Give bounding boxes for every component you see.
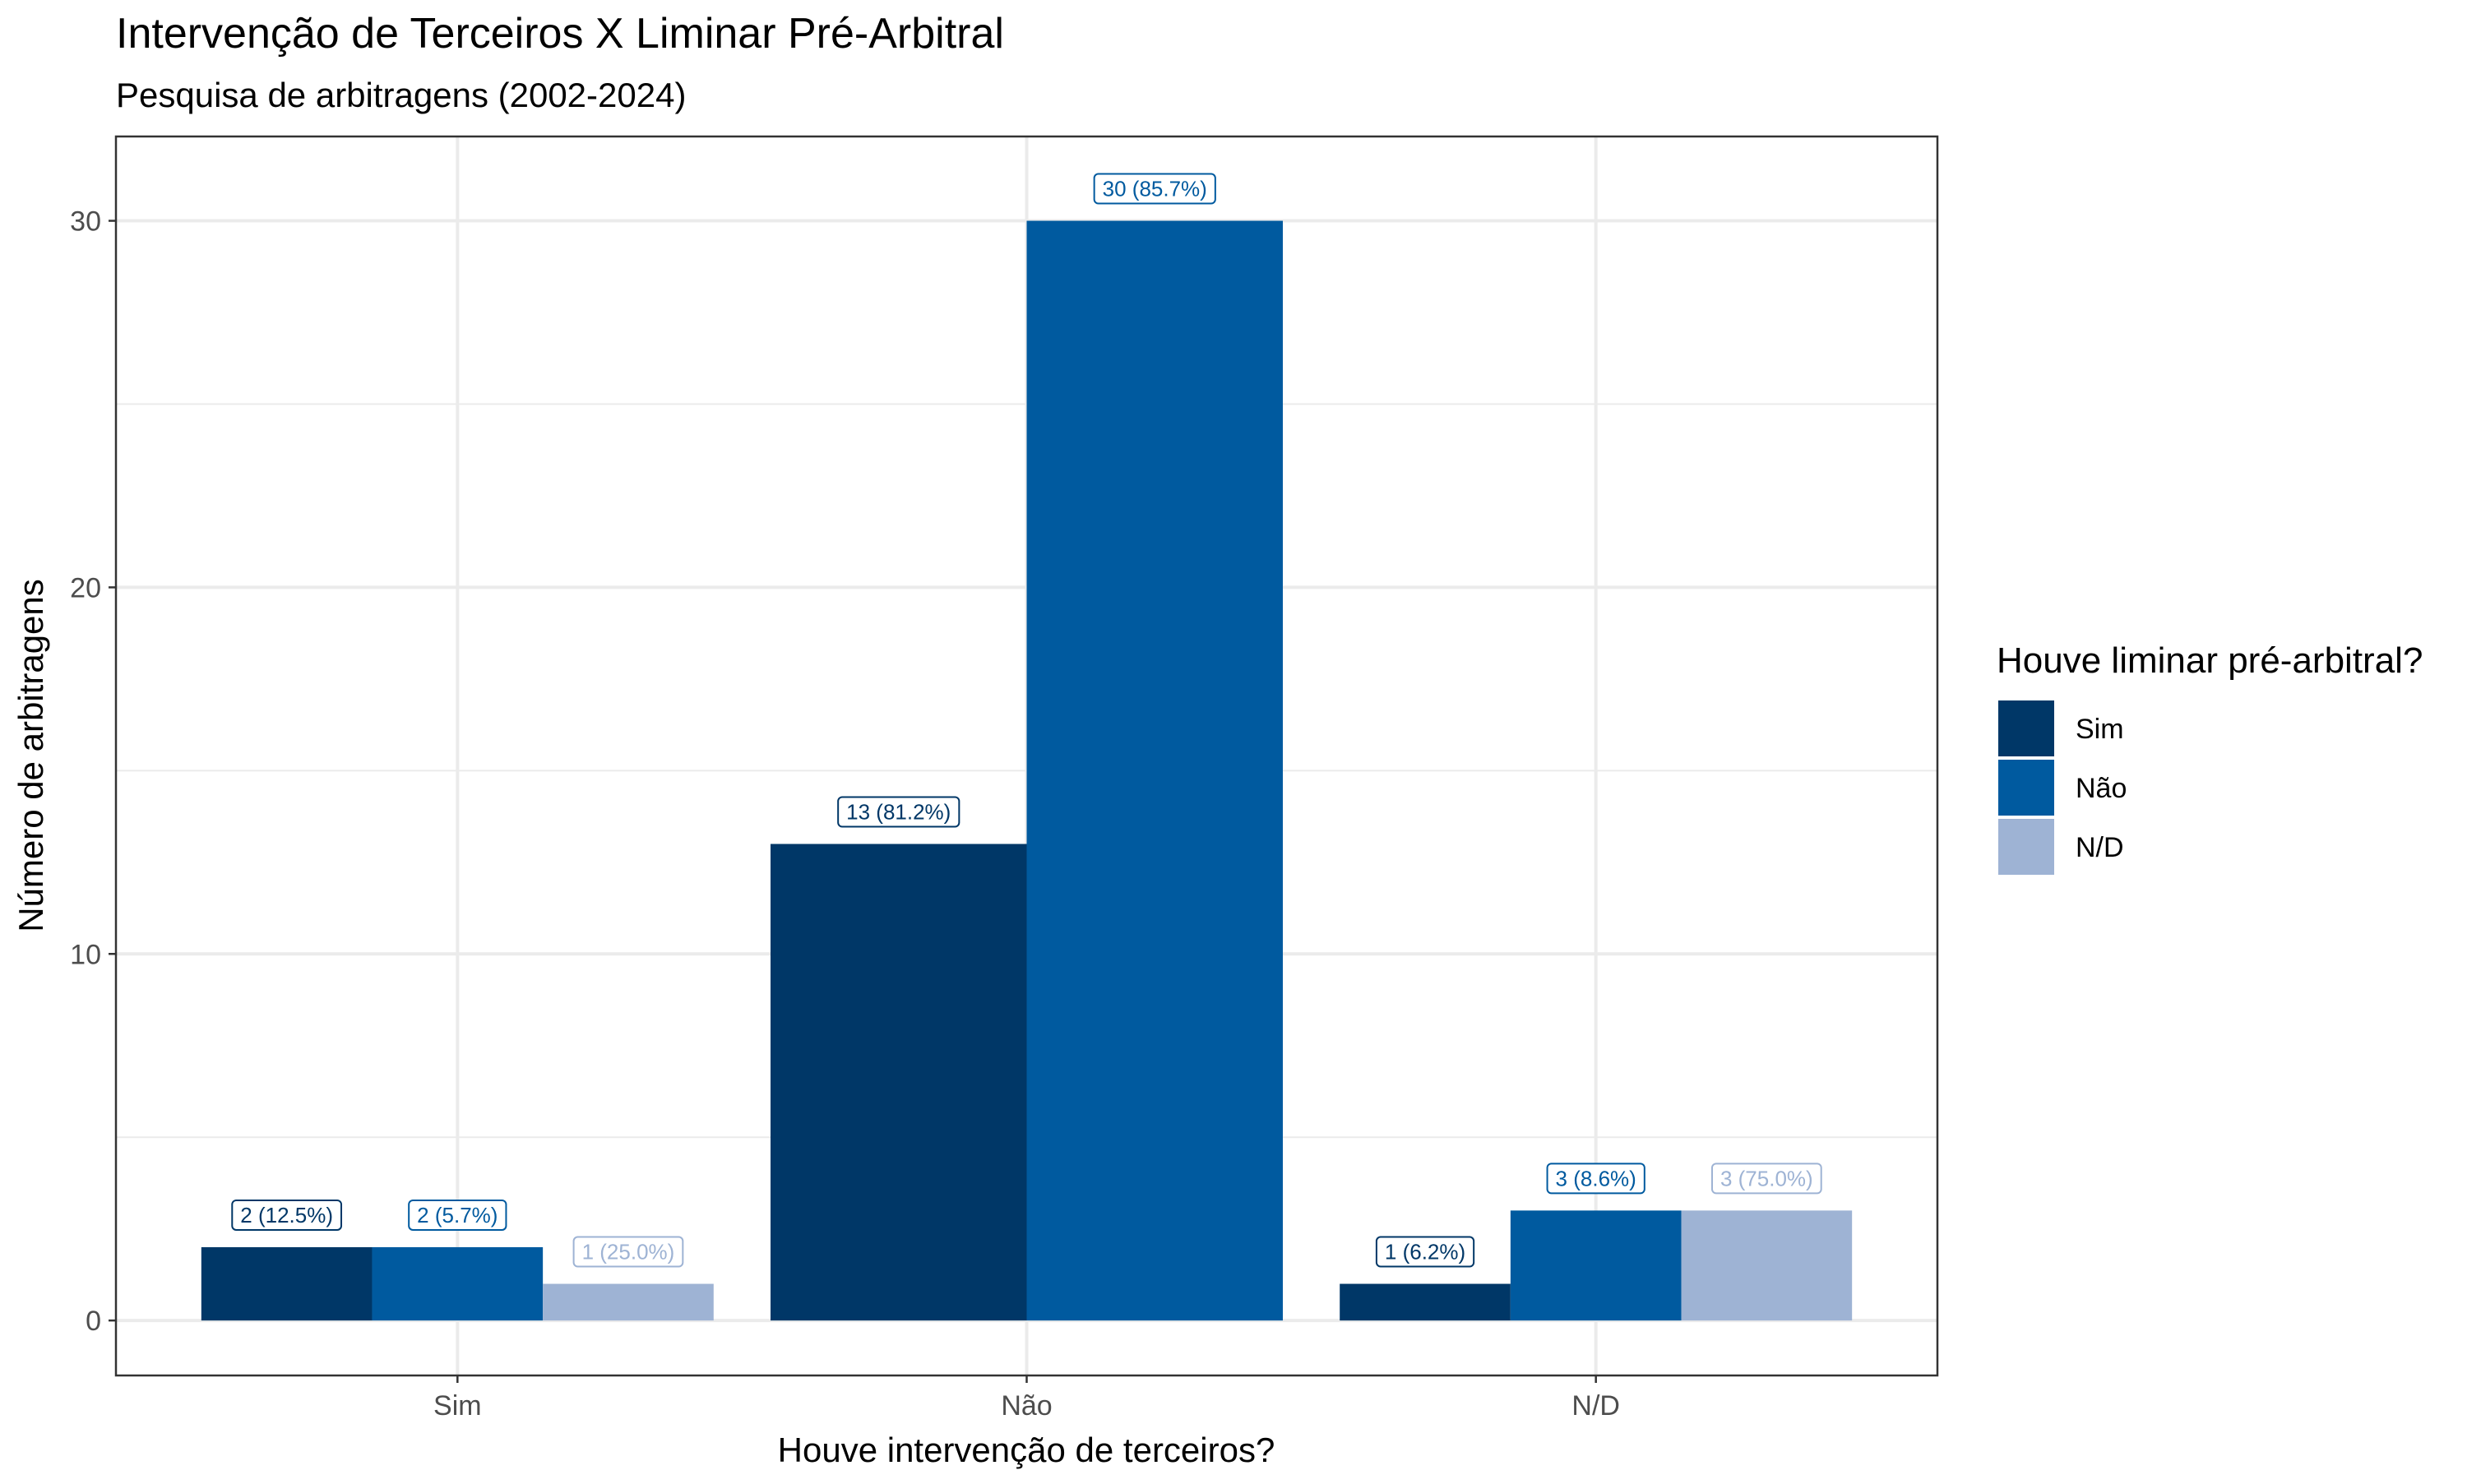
data-label-text: 1 (6.2%) xyxy=(1385,1240,1465,1264)
legend: Houve liminar pré-arbitral? Sim Não N/D xyxy=(1997,640,2423,875)
data-label: 13 (81.2%) xyxy=(837,796,960,828)
chart-subtitle: Pesquisa de arbitragens (2002-2024) xyxy=(116,76,686,114)
legend-key xyxy=(1998,819,2054,875)
data-label-box xyxy=(1375,1236,1475,1268)
legend-title: Houve liminar pré-arbitral? xyxy=(1997,640,2423,681)
legend-key xyxy=(1998,760,2054,816)
bar xyxy=(543,1283,714,1321)
data-label-box xyxy=(1093,173,1216,205)
data-label-box xyxy=(837,796,960,828)
bar xyxy=(1510,1210,1682,1321)
y-tick-label: 10 xyxy=(70,939,101,970)
data-label-box xyxy=(231,1199,343,1231)
data-label-text: 2 (12.5%) xyxy=(240,1203,333,1227)
plot-panel-border xyxy=(114,135,1939,1377)
legend-label: Sim xyxy=(2076,714,2124,745)
data-label-box xyxy=(408,1199,507,1231)
data-labels: 2 (12.5%) 2 (5.7%) 1 (25.0%) 13 (81.2%) 30 (… xyxy=(231,173,1822,1268)
bar xyxy=(771,844,1027,1321)
bar xyxy=(1026,220,1283,1321)
legend-label: N/D xyxy=(2076,832,2124,863)
bar xyxy=(201,1246,373,1321)
data-label-text: 3 (8.6%) xyxy=(1556,1166,1636,1190)
legend-items: Sim Não N/D xyxy=(1998,700,2127,875)
data-label: 30 (85.7%) xyxy=(1093,173,1216,205)
data-label: 3 (8.6%) xyxy=(1546,1163,1645,1195)
data-label: 2 (5.7%) xyxy=(408,1199,507,1231)
data-label-box xyxy=(1710,1163,1822,1195)
y-tick-label: 30 xyxy=(70,206,101,238)
chart-title: Intervenção de Terceiros X Liminar Pré-A… xyxy=(116,10,1004,58)
x-tick-label: N/D xyxy=(1571,1390,1620,1422)
axes: 0 10 20 30 Sim Não N/D xyxy=(70,206,1620,1422)
x-tick-label: Não xyxy=(1001,1390,1052,1422)
data-label: 1 (25.0%) xyxy=(572,1236,684,1268)
bars xyxy=(201,220,1853,1321)
data-label-text: 1 (25.0%) xyxy=(582,1240,675,1264)
data-label-text: 13 (81.2%) xyxy=(846,800,951,825)
data-label-text: 3 (75.0%) xyxy=(1720,1166,1813,1190)
x-axis-title: Houve intervenção de terceiros? xyxy=(778,1431,1275,1469)
data-label-text: 30 (85.7%) xyxy=(1103,177,1207,201)
bar xyxy=(1681,1210,1853,1321)
data-label: 3 (75.0%) xyxy=(1710,1163,1822,1195)
x-tick-label: Sim xyxy=(433,1390,482,1422)
y-axis-title: Número de arbitragens xyxy=(12,579,50,932)
data-label: 2 (12.5%) xyxy=(231,1199,343,1231)
legend-label: Não xyxy=(2076,773,2127,804)
legend-key xyxy=(1998,700,2054,756)
y-tick-label: 0 xyxy=(86,1306,101,1337)
bar xyxy=(372,1246,544,1321)
bar xyxy=(1340,1283,1511,1321)
y-tick-label: 20 xyxy=(70,572,101,603)
data-label: 1 (6.2%) xyxy=(1375,1236,1475,1268)
data-label-box xyxy=(572,1236,684,1268)
data-label-text: 2 (5.7%) xyxy=(417,1203,498,1227)
data-label-box xyxy=(1546,1163,1645,1195)
